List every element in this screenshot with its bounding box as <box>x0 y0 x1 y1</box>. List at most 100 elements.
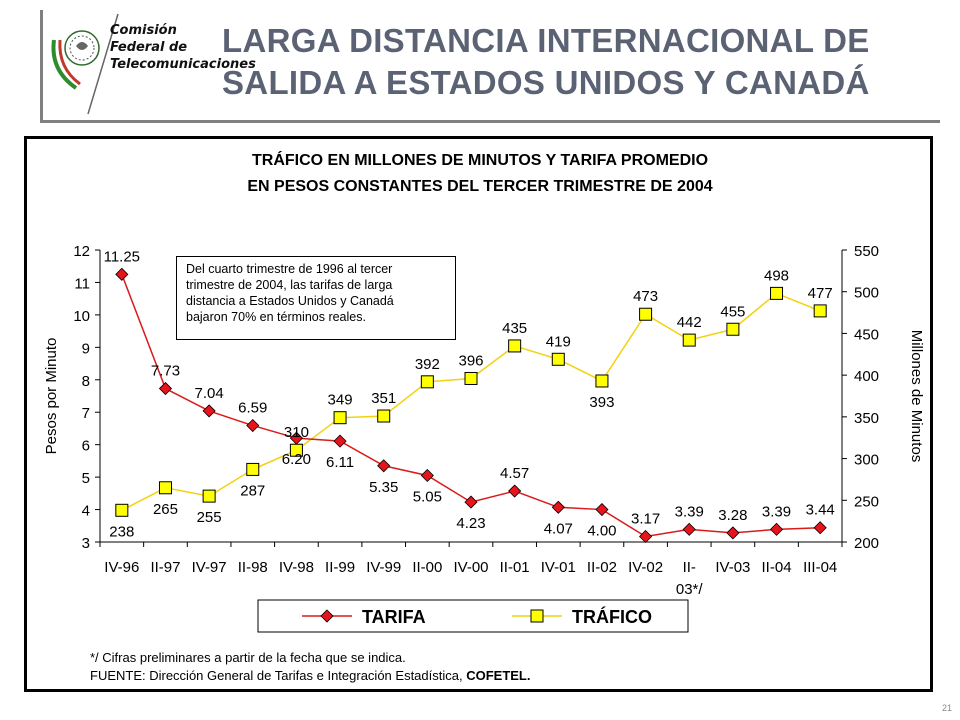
y-tick-label-left: 8 <box>82 373 90 390</box>
trafico-data-label: 393 <box>589 394 614 411</box>
trafico-marker <box>115 503 129 517</box>
trafico-data-label: 477 <box>808 285 833 302</box>
trafico-marker <box>202 489 216 503</box>
tarifa-data-label: 6.11 <box>326 454 354 471</box>
chart-title-line-1: TRÁFICO EN MILLONES DE MINUTOS Y TARIFA … <box>251 152 709 169</box>
cft-logo: Comisión Federal de Telecomunicaciones <box>40 10 256 120</box>
x-tick-label: IV-01 <box>541 559 576 576</box>
trafico-data-label: 351 <box>371 390 396 407</box>
trafico-marker <box>551 352 565 366</box>
tarifa-data-label: 5.05 <box>413 488 442 505</box>
page-number: 21 <box>942 703 953 713</box>
trafico-data-label: 419 <box>546 333 571 350</box>
trafico-data-label: 349 <box>328 392 353 409</box>
trafico-data-label: 498 <box>764 267 789 284</box>
trafico-marker <box>377 409 391 423</box>
tarifa-marker <box>289 431 303 445</box>
legend-trafico-label: TRÁFICO <box>572 606 652 627</box>
tarifa-data-label: 3.17 <box>631 510 660 527</box>
y-tick-label-left: 3 <box>82 535 90 552</box>
x-tick-label: II-97 <box>150 559 180 576</box>
trafico-data-label: 442 <box>677 314 702 331</box>
x-tick-label: IV-99 <box>366 559 401 576</box>
tarifa-marker <box>246 418 260 433</box>
x-tick-label: II- <box>683 559 696 576</box>
trafico-marker <box>813 304 827 318</box>
logo-slash <box>87 13 119 115</box>
annotation-line-1: Del cuarto trimestre de 1996 al tercer <box>186 262 393 276</box>
source-text: FUENTE: Dirección General de Tarifas e I… <box>90 668 530 683</box>
legend-trafico-marker <box>530 609 544 623</box>
y-tick-label-right: 450 <box>854 326 879 343</box>
y-axis-title-right: Millones de Minutos <box>908 330 925 463</box>
trafico-data-label: 310 <box>284 424 309 441</box>
tarifa-data-label: 3.44 <box>806 502 835 519</box>
logo-wordmark: Comisión Federal de Telecomunicaciones <box>110 22 256 73</box>
trafico-marker <box>595 374 609 388</box>
x-tick-label: IV-98 <box>279 559 314 576</box>
source-prefix: FUENTE: Dirección General de Tarifas e I… <box>90 668 467 683</box>
x-tick-label: IV-00 <box>453 559 488 576</box>
tarifa-marker <box>508 484 522 498</box>
trafico-marker <box>726 322 740 336</box>
annotation-line-2: trimestre de 2004, las tarifas de larga <box>186 278 393 292</box>
tarifa-marker <box>420 468 434 483</box>
trafico-marker <box>246 462 260 476</box>
tarifa-marker <box>769 522 784 536</box>
y-tick-label-left: 9 <box>82 340 90 357</box>
y-tick-label-left: 11 <box>74 275 90 292</box>
x-tick-label: II-00 <box>412 559 442 576</box>
tarifa-marker <box>333 434 347 448</box>
x-tick-label: IV-96 <box>104 559 139 576</box>
x-tick-label: II-02 <box>587 559 617 576</box>
x-tick-label: IV-02 <box>628 559 663 576</box>
y-tick-label-right: 550 <box>854 243 879 260</box>
tarifa-data-label: 3.39 <box>762 503 791 520</box>
tarifa-marker <box>639 529 653 544</box>
tarifa-marker <box>464 495 478 509</box>
annotation-box: Del cuarto trimestre de 1996 al tercer t… <box>176 256 456 340</box>
x-tick-label: III-04 <box>803 559 837 576</box>
tarifa-marker <box>551 500 565 514</box>
y-tick-label-right: 250 <box>854 493 879 510</box>
logo-line-2: Federal de <box>110 40 188 55</box>
tarifa-data-label: 5.35 <box>369 479 398 496</box>
tarifa-marker <box>202 404 216 418</box>
trafico-marker <box>682 333 696 347</box>
tarifa-marker <box>813 521 827 535</box>
tarifa-data-label: 7.04 <box>195 385 224 402</box>
trafico-data-label: 265 <box>153 501 178 518</box>
source-org: COFETEL. <box>466 668 531 683</box>
x-tick-label: IV-03 <box>715 559 750 576</box>
trafico-marker <box>508 339 522 353</box>
tarifa-data-label: 11.25 <box>104 248 140 265</box>
trafico-data-label: 435 <box>502 320 527 337</box>
trafico-marker <box>464 371 478 385</box>
y-axis-title-left: Pesos por Minuto <box>43 338 60 455</box>
trafico-marker <box>639 307 653 321</box>
trafico-data-label: 238 <box>109 523 134 540</box>
trafico-marker <box>420 375 434 389</box>
annotation-line-4: bajaron 70% en términos reales. <box>186 310 366 324</box>
y-tick-label-left: 4 <box>82 503 90 520</box>
tarifa-marker <box>377 459 391 473</box>
footnote-text: */ Cifras preliminares a partir de la fe… <box>90 650 406 665</box>
tarifa-marker <box>158 381 173 396</box>
tarifa-data-label: 4.07 <box>544 520 573 537</box>
legend-tarifa-marker <box>320 609 334 623</box>
eagle-seal-icon <box>51 30 100 90</box>
y-tick-label-right: 400 <box>854 368 879 385</box>
y-tick-label-right: 500 <box>854 285 879 302</box>
tarifa-data-label: 4.57 <box>500 465 529 482</box>
annotation-line-3: distancia a Estados Unidos y Canadá <box>186 294 394 308</box>
y-tick-label-left: 12 <box>73 243 90 260</box>
tarifa-data-label: 3.39 <box>675 503 704 520</box>
y-tick-label-left: 5 <box>82 470 90 487</box>
tarifa-data-label: 7.73 <box>151 363 180 380</box>
trafico-data-label: 455 <box>720 303 745 320</box>
chart-frame <box>24 136 933 692</box>
trafico-marker <box>158 481 172 495</box>
page-title-line-2: SALIDA A ESTADOS UNIDOS Y CANADÁ <box>222 64 870 101</box>
logo-line-1: Comisión <box>110 23 177 38</box>
